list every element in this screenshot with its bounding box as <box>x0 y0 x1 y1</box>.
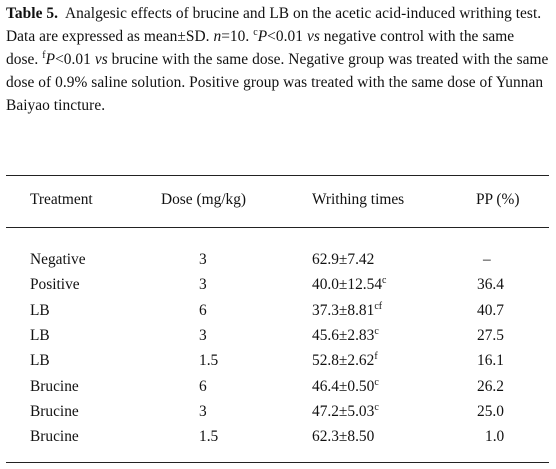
cell-pp: 27.5 <box>477 327 504 345</box>
cell-pp-text: 25.0 <box>477 403 504 420</box>
cell-pp-text: 16.1 <box>477 352 504 369</box>
cell-writhing-times: 62.9±7.42 <box>312 251 374 269</box>
caption-text: =10. <box>221 28 254 45</box>
cell-pp-text: – <box>483 251 491 268</box>
cell-writhing-times: 62.3±8.50 <box>312 428 374 446</box>
cell-treatment: LB <box>30 352 50 370</box>
cell-treatment-text: Brucine <box>30 378 79 395</box>
cell-dose-text: 1.5 <box>199 428 219 445</box>
cell-treatment-text: Brucine <box>30 403 79 420</box>
cell-writhing-times-text: 62.3±8.50 <box>312 428 375 445</box>
significance-superscript: c <box>374 401 379 413</box>
cell-pp-text: 26.2 <box>477 378 504 395</box>
cell-pp-text: 40.7 <box>477 302 504 319</box>
cell-pp: 16.1 <box>477 352 504 370</box>
cell-dose-text: 1.5 <box>199 352 219 369</box>
header-pp: PP (%) <box>476 191 520 208</box>
cell-dose: 3 <box>199 276 207 294</box>
cell-dose: 3 <box>199 251 207 269</box>
cell-writhing-times: 40.0±12.54c <box>312 274 387 294</box>
header-writhing-times: Writhing times <box>312 191 405 208</box>
cell-writhing-times: 47.2±5.03c <box>312 401 379 421</box>
caption-p-symbol: P <box>257 28 268 45</box>
cell-pp: 40.7 <box>477 302 504 320</box>
table-header-rule <box>6 227 549 228</box>
cell-dose-text: 3 <box>199 403 207 420</box>
header-dose: Dose (mg/kg) <box>161 191 247 208</box>
caption-text: <0.01 <box>267 28 307 45</box>
caption-superscript-c: c <box>253 26 258 38</box>
cell-treatment: LB <box>30 327 50 345</box>
table-bottom-rule <box>6 462 549 463</box>
cell-writhing-times-text: 37.3±8.81 <box>312 302 375 319</box>
table-top-rule <box>6 175 549 176</box>
cell-treatment: Negative <box>30 251 86 269</box>
cell-pp: 1.0 <box>485 428 504 446</box>
caption-n-symbol: n <box>213 28 222 45</box>
cell-writhing-times: 52.8±2.62f <box>312 350 378 370</box>
cell-dose-text: 3 <box>199 327 207 344</box>
cell-pp-text: 1.0 <box>485 428 505 445</box>
cell-writhing-times-text: 45.6±2.83 <box>312 327 375 344</box>
cell-treatment: Brucine <box>30 378 79 396</box>
cell-writhing-times-text: 52.8±2.62 <box>312 352 375 369</box>
cell-treatment-text: Negative <box>30 251 86 268</box>
significance-superscript: c <box>382 274 387 286</box>
cell-writhing-times-text: 46.4±0.50 <box>312 378 375 395</box>
cell-treatment: Brucine <box>30 428 79 446</box>
cell-pp-text: 27.5 <box>477 327 504 344</box>
cell-dose: 6 <box>199 378 207 396</box>
cell-treatment: LB <box>30 302 50 320</box>
header-treatment: Treatment <box>30 191 93 208</box>
cell-writhing-times: 45.6±2.83c <box>312 325 379 345</box>
cell-dose: 3 <box>199 327 207 345</box>
caption-text: brucine with the same dose. Negative gro… <box>6 51 549 114</box>
cell-dose-text: 3 <box>199 251 207 268</box>
cell-treatment-text: LB <box>30 327 50 344</box>
table-label: Table 5. <box>6 5 59 22</box>
cell-treatment-text: LB <box>30 302 50 319</box>
cell-dose: 3 <box>199 403 207 421</box>
cell-pp: 26.2 <box>477 378 504 396</box>
cell-dose: 6 <box>199 302 207 320</box>
cell-treatment: Positive <box>30 276 80 294</box>
cell-treatment-text: Brucine <box>30 428 79 445</box>
cell-pp: 36.4 <box>477 276 504 294</box>
caption-p-symbol: P <box>45 51 56 68</box>
significance-superscript: cf <box>374 300 383 312</box>
caption-text: Analgesic effects of brucine and LB on t… <box>6 5 542 45</box>
caption-vs-symbol: vs <box>306 28 320 45</box>
cell-dose: 1.5 <box>199 428 218 446</box>
cell-pp-text: 36.4 <box>477 276 504 293</box>
cell-writhing-times-text: 40.0±12.54 <box>312 276 383 293</box>
cell-treatment: Brucine <box>30 403 79 421</box>
table-caption: Table 5. Analgesic effects of brucine an… <box>6 2 550 117</box>
cell-writhing-times-text: 62.9±7.42 <box>312 251 375 268</box>
cell-dose: 1.5 <box>199 352 218 370</box>
cell-dose-text: 6 <box>199 302 207 319</box>
caption-text: negative control with the same dose. <box>6 28 515 68</box>
caption-vs-symbol: vs <box>94 51 108 68</box>
cell-dose-text: 6 <box>199 378 207 395</box>
cell-treatment-text: LB <box>30 352 50 369</box>
cell-pp: 25.0 <box>477 403 504 421</box>
cell-treatment-text: Positive <box>30 276 80 293</box>
caption-text: <0.01 <box>55 51 95 68</box>
cell-pp: – <box>483 251 491 269</box>
cell-dose-text: 3 <box>199 276 207 293</box>
significance-superscript: c <box>374 376 379 388</box>
significance-superscript: f <box>374 350 378 362</box>
cell-writhing-times-text: 47.2±5.03 <box>312 403 375 420</box>
significance-superscript: c <box>374 325 379 337</box>
caption-superscript-f: f <box>42 49 46 61</box>
cell-writhing-times: 46.4±0.50c <box>312 376 379 396</box>
cell-writhing-times: 37.3±8.81cf <box>312 300 383 320</box>
